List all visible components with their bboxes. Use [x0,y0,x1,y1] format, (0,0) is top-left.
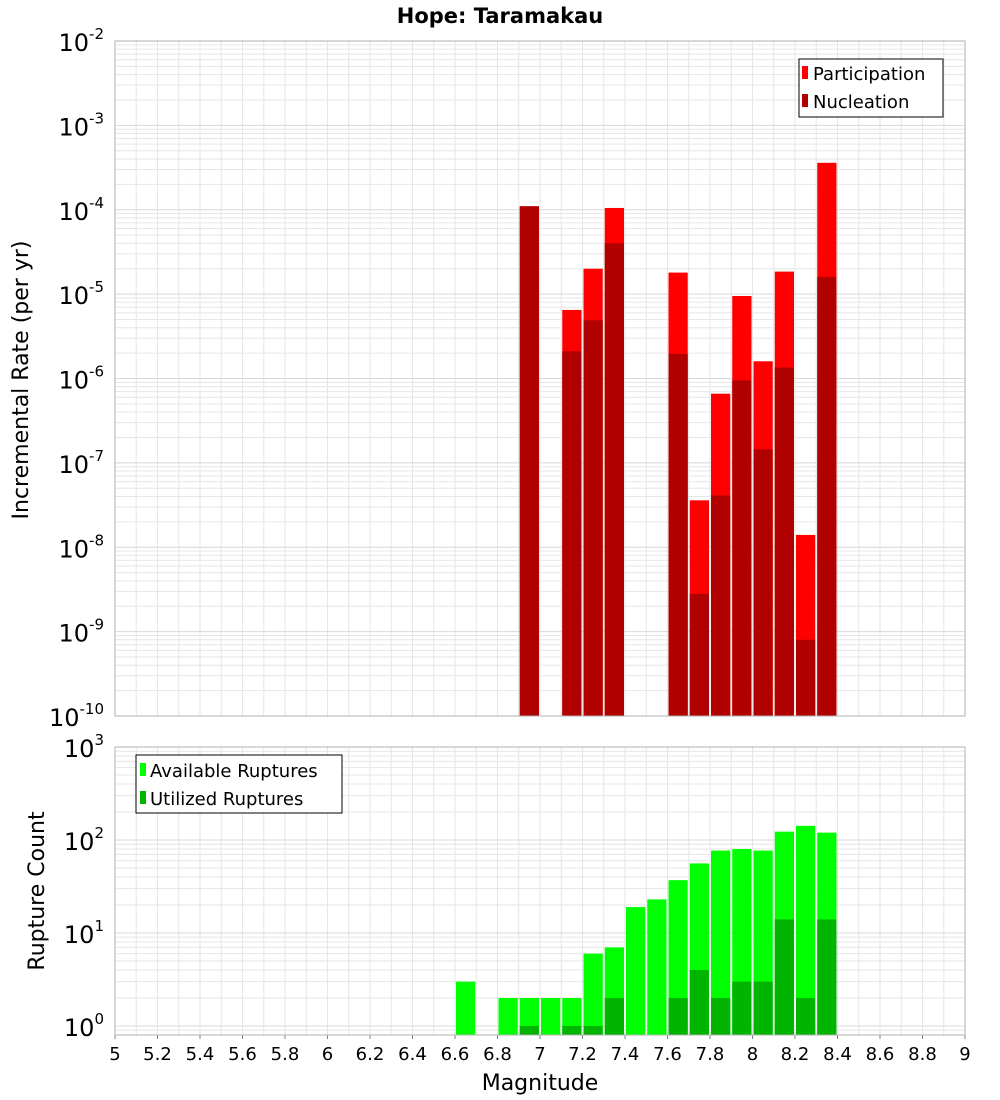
nucleation-bar [817,276,837,716]
y-tick-label: 10-4 [58,194,104,226]
count-legend: Available Ruptures Utilized Ruptures [135,754,343,814]
nucleation-bar [753,449,773,716]
x-tick-label: 8.6 [866,1044,895,1065]
y-tick-label: 10-9 [58,616,104,648]
available-ruptures-bar [711,850,731,1035]
nucleation-bar [732,380,752,716]
utilized-ruptures-bar [774,919,794,1035]
count-legend-box [135,754,343,814]
rate-bars [519,162,837,717]
x-tick-label: 8.2 [781,1044,810,1065]
available-ruptures-bar [796,825,816,1035]
chart-title: Hope: Taramakau [397,4,603,28]
nucleation-bar [689,593,709,716]
count-y-axis-label: Rupture Count [25,811,50,971]
nucleation-bar [604,243,624,717]
y-tick-label: 10-5 [58,278,104,310]
x-tick-label: 7.8 [696,1044,725,1065]
available-ruptures-bar [583,953,603,1035]
nucleation-legend-label: Nucleation [813,92,909,113]
y-tick-label: 103 [64,731,104,763]
nucleation-bar [796,639,816,716]
available-ruptures-bar [668,880,688,1035]
utilized-ruptures-bar [711,997,731,1035]
y-tick-label: 10-6 [58,363,104,395]
x-tick-label: 6.6 [441,1044,470,1065]
x-tick-label: 7.2 [568,1044,597,1065]
rate-grid [114,40,966,717]
x-tick-label: 7.6 [653,1044,682,1065]
utilized-legend-label: Utilized Ruptures [150,789,303,810]
utilized-ruptures-bar [519,1025,539,1035]
nucleation-bar [583,320,603,716]
y-tick-label: 10-7 [58,447,104,479]
y-tick-label: 10-8 [58,531,104,563]
available-ruptures-bar [626,907,646,1035]
count-panel: 100 101 102 103 5 5.2 5.4 5.6 5.8 6 6.2 6.4 6.6 6.8 7… [25,731,971,1096]
magnitude-x-axis-label: Magnitude [482,1071,599,1096]
available-ruptures-bar [498,997,518,1035]
count-bars [456,825,837,1035]
x-tick-label: 7.4 [611,1044,640,1065]
x-tick-label: 9 [959,1044,970,1065]
x-tick-label: 5.2 [143,1044,172,1065]
rate-legend-box [798,58,944,118]
nucleation-bar [711,495,731,716]
participation-legend-label: Participation [813,64,925,85]
available-ruptures-bar [456,981,476,1035]
available-ruptures-bar [647,899,667,1035]
utilized-ruptures-bar [562,1025,582,1035]
nucleation-bar [562,351,582,716]
utilized-ruptures-bar [753,981,773,1035]
utilized-ruptures-bar [796,997,816,1035]
rate-plot-frame [114,40,966,717]
y-tick-label: 10-3 [58,109,104,141]
rate-y-axis-label: Incremental Rate (per yr) [9,241,34,520]
x-tick-label: 6 [322,1044,333,1065]
x-tick-label: 6.2 [356,1044,385,1065]
magnitude-x-ticks: 5 5.2 5.4 5.6 5.8 6 6.2 6.4 6.6 6.8 7 7.2 7.4 7.6 7.8 8… [109,1035,971,1065]
count-y-ticks: 100 101 102 103 [64,731,104,1042]
x-tick-label: 5.8 [271,1044,300,1065]
y-tick-label: 102 [64,824,104,856]
y-tick-label: 100 [64,1010,104,1042]
utilized-ruptures-bar [583,1025,603,1035]
nucleation-bar [519,206,539,716]
utilized-legend-swatch [140,791,146,804]
available-legend-label: Available Ruptures [150,761,318,782]
rate-legend: Participation Nucleation [798,58,944,118]
participation-legend-swatch [802,66,808,79]
x-tick-label: 8.8 [908,1044,937,1065]
x-tick-label: 6.4 [398,1044,427,1065]
x-tick-label: 6.8 [483,1044,512,1065]
x-tick-label: 8 [747,1044,758,1065]
x-tick-label: 5.4 [186,1044,215,1065]
available-ruptures-bar [541,997,561,1035]
x-tick-label: 5.6 [228,1044,257,1065]
available-ruptures-bar [519,997,539,1035]
utilized-ruptures-bar [689,969,709,1035]
available-ruptures-bar [562,997,582,1035]
y-tick-label: 10-2 [58,25,104,57]
utilized-ruptures-bar [732,981,752,1035]
rate-y-ticks: 10-10 10-9 10-8 10-7 10-6 10-5 10-4 10-3 10-2 [49,25,104,732]
utilized-ruptures-bar [604,997,624,1035]
y-tick-label: 101 [64,917,104,949]
rate-panel: 10-10 10-9 10-8 10-7 10-6 10-5 10-4 10-3 10-2 In… [9,25,966,732]
y-tick-label: 10-10 [49,700,104,732]
x-tick-label: 7 [534,1044,545,1065]
x-tick-label: 5 [109,1044,120,1065]
nucleation-bar [668,354,688,716]
nucleation-bar [774,367,794,716]
available-legend-swatch [140,763,146,776]
utilized-ruptures-bar [817,919,837,1035]
count-plot-frame [114,746,966,1036]
x-tick-label: 8.4 [823,1044,852,1065]
utilized-ruptures-bar [668,997,688,1035]
nucleation-legend-swatch [802,94,808,107]
